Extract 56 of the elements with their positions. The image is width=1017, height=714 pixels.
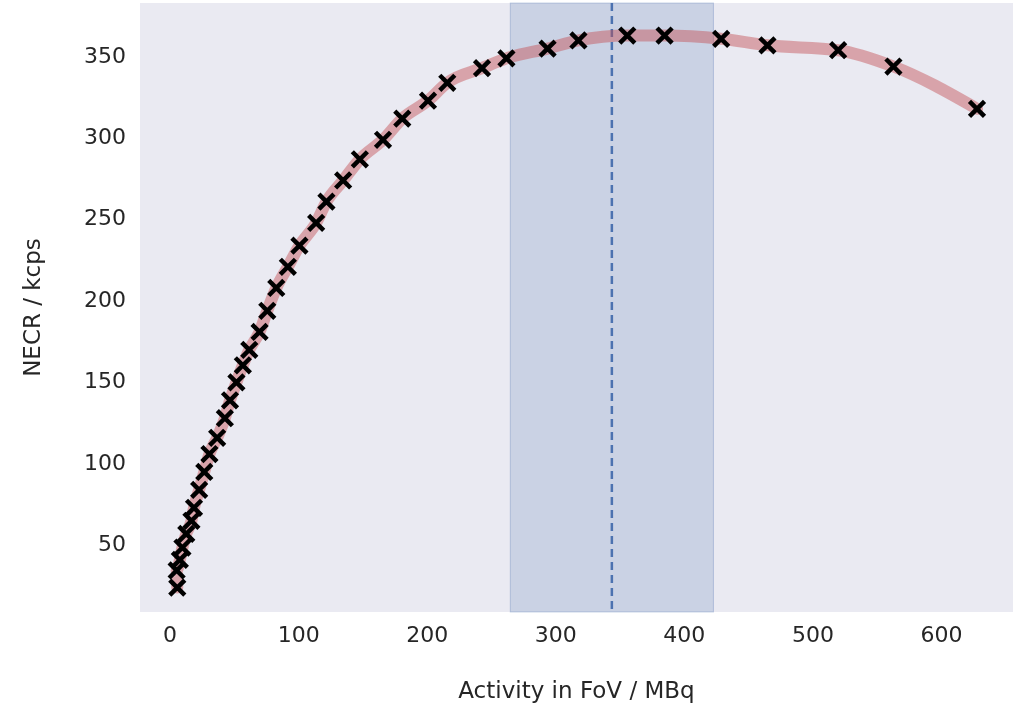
point <box>249 322 270 342</box>
x-tick-label: 0 <box>163 621 178 647</box>
point <box>189 480 209 500</box>
point <box>233 355 253 376</box>
point <box>967 99 987 119</box>
y-axis-title: NECR / kcps <box>19 238 45 377</box>
y-tick-label: 200 <box>84 286 126 312</box>
point <box>220 390 240 411</box>
point <box>239 340 260 360</box>
point <box>350 149 370 170</box>
point <box>170 550 190 570</box>
point <box>418 90 438 111</box>
point <box>828 40 848 61</box>
point <box>199 444 220 464</box>
y-tick-label: 350 <box>84 42 126 68</box>
point <box>166 560 187 581</box>
point <box>333 170 353 191</box>
x-tick-label: 400 <box>663 621 706 647</box>
point <box>194 462 215 482</box>
point <box>257 300 278 321</box>
point <box>757 35 778 56</box>
x-tick-label: 500 <box>791 621 834 647</box>
x-tick-label: 300 <box>534 621 577 647</box>
point <box>373 129 393 150</box>
point <box>278 257 298 277</box>
point <box>537 38 558 59</box>
point <box>215 408 235 429</box>
point <box>316 191 337 212</box>
x-axis-title: Activity in FoV / MBq <box>458 677 695 703</box>
point <box>568 30 589 51</box>
point <box>176 524 197 544</box>
point <box>617 25 638 46</box>
point <box>289 235 310 256</box>
x-tick-label: 200 <box>406 621 449 647</box>
point <box>392 108 413 129</box>
y-tick-label: 250 <box>84 205 126 231</box>
point <box>207 427 227 448</box>
point <box>496 48 517 69</box>
point <box>654 25 675 46</box>
y-tick-label: 100 <box>84 449 126 475</box>
point <box>437 73 458 93</box>
point <box>472 58 492 78</box>
x-tick-label: 100 <box>277 621 320 647</box>
point <box>184 498 204 518</box>
y-tick-label: 50 <box>98 531 126 557</box>
point <box>181 511 202 531</box>
x-tick-label: 600 <box>920 621 963 647</box>
y-tick-label: 300 <box>84 124 126 150</box>
point <box>172 537 193 558</box>
point <box>711 29 731 49</box>
y-tick-label: 150 <box>84 368 126 394</box>
point <box>226 372 247 393</box>
point <box>266 278 287 298</box>
point <box>306 213 326 233</box>
point <box>883 56 904 77</box>
point <box>167 577 188 598</box>
